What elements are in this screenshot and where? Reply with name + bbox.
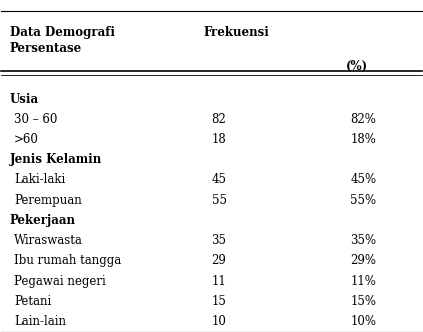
Text: Usia: Usia (10, 93, 39, 106)
Text: (%): (%) (346, 60, 368, 73)
Text: 29%: 29% (350, 254, 376, 267)
Text: 45%: 45% (350, 174, 376, 187)
Text: 11: 11 (212, 275, 226, 288)
Text: 10%: 10% (350, 315, 376, 328)
Text: 35%: 35% (350, 234, 376, 247)
Text: 29: 29 (212, 254, 226, 267)
Text: >60: >60 (14, 133, 39, 146)
Text: Lain-lain: Lain-lain (14, 315, 66, 328)
Text: Laki-laki: Laki-laki (14, 174, 65, 187)
Text: 82: 82 (212, 113, 226, 126)
Text: 35: 35 (212, 234, 226, 247)
Text: 15%: 15% (350, 295, 376, 308)
Text: Persentase: Persentase (10, 42, 82, 55)
Text: Wiraswasta: Wiraswasta (14, 234, 83, 247)
Text: Jenis Kelamin: Jenis Kelamin (10, 153, 102, 166)
Text: Frekuensi: Frekuensi (203, 26, 269, 39)
Text: 15: 15 (212, 295, 226, 308)
Text: Perempuan: Perempuan (14, 194, 82, 207)
Text: 11%: 11% (350, 275, 376, 288)
Text: 55: 55 (212, 194, 226, 207)
Text: Data Demografi: Data Demografi (10, 26, 115, 39)
Text: Petani: Petani (14, 295, 51, 308)
Text: 30 – 60: 30 – 60 (14, 113, 58, 126)
Text: 18%: 18% (350, 133, 376, 146)
Text: Pekerjaan: Pekerjaan (10, 214, 76, 227)
Text: Pegawai negeri: Pegawai negeri (14, 275, 106, 288)
Text: 55%: 55% (350, 194, 376, 207)
Text: 18: 18 (212, 133, 226, 146)
Text: 82%: 82% (350, 113, 376, 126)
Text: 10: 10 (212, 315, 226, 328)
Text: Ibu rumah tangga: Ibu rumah tangga (14, 254, 121, 267)
Text: 45: 45 (212, 174, 226, 187)
